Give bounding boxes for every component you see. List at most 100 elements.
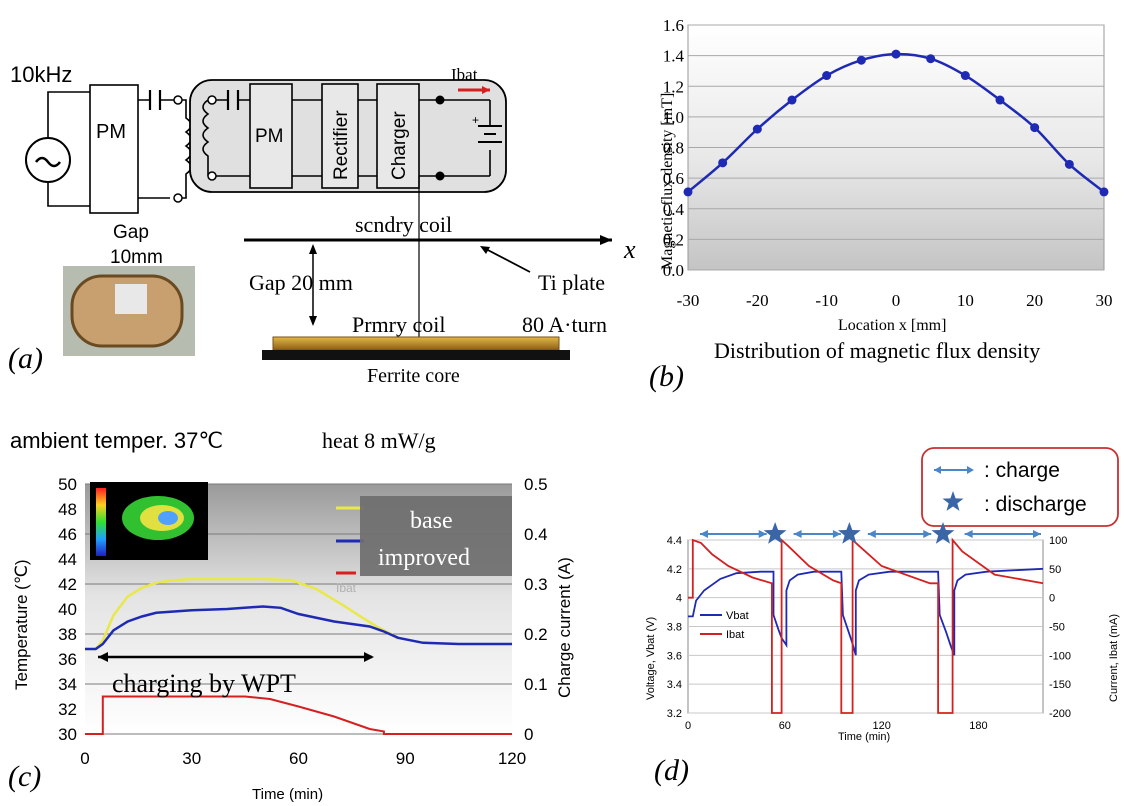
x-tick-label-d: 180	[969, 720, 987, 732]
grid-b	[688, 24, 1104, 271]
rectifier-label: Rectifier	[331, 110, 352, 180]
capacitor-primary-icon	[148, 90, 162, 110]
charger-box	[376, 83, 420, 189]
data-point-b	[752, 124, 762, 134]
y-tick-label-c: 32	[58, 700, 77, 719]
module-wires	[292, 99, 490, 177]
ti-plate-pointer-head-icon	[480, 246, 490, 254]
x-axis-label-c: Time (min)	[252, 786, 323, 803]
legend-box-c	[360, 496, 512, 576]
data-point-b	[960, 71, 970, 81]
y-tick-label-b: 1.0	[663, 108, 684, 127]
y-tick-label-d: 4	[676, 593, 682, 605]
y2-axis-label-d: Current, Ibat (mA)	[1108, 614, 1120, 702]
x-tick-label-c: 90	[396, 749, 415, 768]
x-tick-label-c: 60	[289, 749, 308, 768]
x-tick-label-c: 0	[80, 749, 89, 768]
x-tick-label-b: 10	[957, 291, 974, 310]
primary-wires	[138, 99, 174, 199]
battery-icon	[478, 125, 502, 143]
y-tick-label-c: 40	[58, 600, 77, 619]
data-point-b	[822, 71, 832, 81]
x-tick-label-d: 120	[872, 720, 890, 732]
discharge-star-icon	[763, 522, 787, 544]
ambient-temperature-label: ambient temper. 37℃	[10, 428, 223, 453]
charging-annotation: charging by WPT	[112, 669, 296, 698]
y-tick-label-c: 44	[58, 550, 77, 569]
capacitor-secondary-icon	[226, 90, 240, 110]
y-tick-label-b: 0.0	[663, 261, 684, 280]
x-tick-label-b: -20	[746, 291, 769, 310]
panel-b-flux-chart: 0.0 0.2 0.4 0.6 0.8 1.0 1.2 1.4 1.6 -30 -20 -10 0 10 2…	[649, 16, 1113, 393]
heat-label: heat 8 mW/g	[322, 428, 436, 453]
gap-distance-label: Gap 20 mm	[249, 270, 353, 295]
data-point-b	[787, 95, 797, 105]
y2-tick-label-c: 0.4	[524, 525, 548, 544]
y-tick-label-b: 1.6	[663, 16, 684, 35]
y-tick-label-b: 1.4	[663, 47, 685, 66]
pm-label-primary: PM	[96, 121, 126, 143]
legend-charge: : charge	[984, 459, 1060, 482]
y-axis-label-c: Temperature (℃)	[12, 559, 31, 690]
series-line-ibat	[85, 695, 512, 735]
y2-tick-label-c: 0.5	[524, 475, 548, 494]
y-tick-label-d: 3.2	[667, 708, 682, 720]
frequency-label: 10kHz	[10, 62, 72, 87]
y2-tick-label-c: 0.1	[524, 675, 548, 694]
series-line-ibat	[688, 537, 1044, 714]
x-tick-label-b: 20	[1026, 291, 1043, 310]
legend-base: base	[410, 508, 453, 534]
series-line-improved	[85, 605, 512, 651]
data-point-b	[1030, 123, 1040, 133]
charge-discharge-markers	[700, 522, 1041, 544]
x-axis-label-d: Time (min)	[838, 731, 890, 743]
y-tick-label-d: 3.6	[667, 650, 682, 662]
panel-d-voltage-chart: : charge : discharge 3.2 3.4 3.6 3.8 4 4.2 4.4…	[645, 447, 1120, 787]
series-lines-d	[688, 537, 1044, 714]
ferrite-core-block	[262, 350, 570, 360]
terminal-node	[207, 95, 217, 105]
y2-tick-label-d: -200	[1049, 708, 1071, 720]
x-tick-label-b: -30	[677, 291, 700, 310]
ibat-label: Ibat	[451, 65, 478, 84]
series-line-base	[85, 577, 399, 651]
legend-ibat: Ibat	[336, 581, 357, 595]
y-tick-label-d: 3.4	[667, 679, 682, 691]
ti-plate-pointer	[483, 247, 531, 273]
panel-c-temperature-chart: ambient temper. 37℃ heat 8 mW/g 0 0.1 0.2 0…	[8, 428, 574, 803]
discharge-star-icon	[931, 522, 955, 544]
y-axis-label-b: Magnetic flux density [mT]	[659, 93, 676, 270]
data-point-b	[995, 95, 1005, 105]
flux-density-points	[683, 49, 1109, 197]
x-axis-symbol: x	[623, 235, 636, 264]
pm-box-secondary	[249, 83, 293, 189]
junction-dot	[435, 95, 445, 105]
x-tick-label-d: 60	[779, 720, 791, 732]
secondary-wires	[216, 99, 250, 177]
x-tick-label-b: 0	[892, 291, 901, 310]
rectifier-box	[321, 83, 359, 189]
y2-tick-label-d: 50	[1049, 564, 1061, 576]
thermal-blob-core	[158, 511, 178, 525]
x-axis-arrow-icon	[600, 235, 612, 245]
y2-tick-label-d: -150	[1049, 679, 1071, 691]
y2-tick-label-c: 0.2	[524, 625, 548, 644]
y-tick-label-d: 4.2	[667, 564, 682, 576]
y2-tick-label-c: 0	[524, 725, 533, 744]
discharge-star-icon	[942, 491, 964, 511]
terminal-node	[173, 95, 183, 105]
data-point-b	[1064, 159, 1074, 169]
y-tick-label-b: 0.4	[663, 200, 685, 219]
y2-axis-label-c: Charge current (A)	[555, 557, 574, 698]
panel-c-tag: (c)	[8, 760, 41, 793]
y-tick-label-c: 50	[58, 475, 77, 494]
ampere-turn-label: 80 A·turn	[522, 312, 607, 337]
ibat-arrow-head-icon	[482, 86, 490, 94]
y-tick-label-c: 36	[58, 650, 77, 669]
battery-plus-sign: +	[472, 113, 479, 127]
y-tick-label-c: 30	[58, 725, 77, 744]
y2-tick-label-d: 100	[1049, 535, 1067, 547]
legend-improved: improved	[378, 545, 470, 571]
gap-photo-label: Gap	[113, 222, 149, 243]
ti-plate-label: Ti plate	[538, 270, 605, 295]
